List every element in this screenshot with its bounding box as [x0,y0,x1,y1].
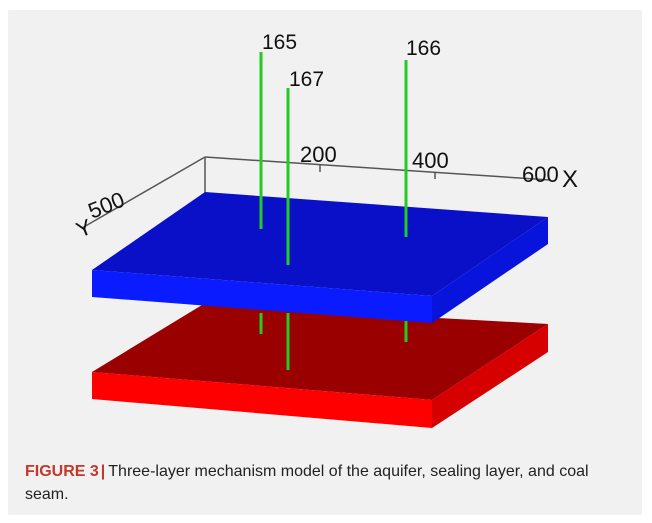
caption-label: FIGURE 3 [25,463,99,480]
top-layer-side-face [432,217,548,323]
bottom-layer-top-face [92,305,548,400]
bottom-layer-side-face [432,324,548,428]
top-layer-front-face [92,270,432,323]
caption-text: Three-layer mechanism model of the aquif… [25,463,589,503]
well-segments-middle [259,313,408,370]
top-layer-top-face [92,192,548,296]
x-axis-line [204,156,551,181]
x-axis-label: X [562,166,578,193]
caption-separator: | [100,463,106,480]
bottom-layer-red [92,305,548,428]
well-label-167: 167 [289,68,324,91]
x-tick-label-600: 600 [522,162,559,187]
wells-upper [259,52,408,265]
x-tick-label-400: 400 [412,148,449,173]
top-layer-blue [92,192,548,323]
bottom-layer-front-face [92,372,432,428]
well-label-165: 165 [262,31,297,54]
y-axis-line [81,156,206,229]
well-label-166: 166 [406,37,441,60]
x-tick-label-200: 200 [300,142,337,167]
figure-caption: FIGURE 3 | Three-layer mechanism model of … [25,460,615,506]
y-tick-label-500: 500 [85,187,128,224]
